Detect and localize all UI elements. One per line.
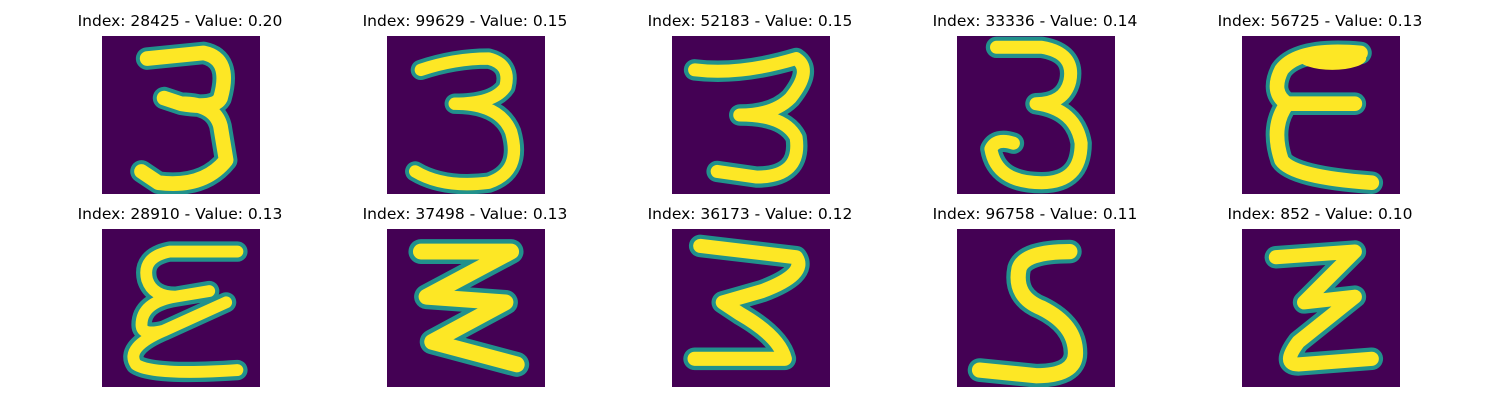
digit-image xyxy=(672,36,830,194)
panel-9: Index: 96758 - Value: 0.11 xyxy=(925,205,1145,390)
digit-image xyxy=(387,36,545,194)
digit-image xyxy=(957,229,1115,387)
panel-title: Index: 96758 - Value: 0.11 xyxy=(932,205,1138,223)
digit-image xyxy=(957,36,1115,194)
panel-10: Index: 852 - Value: 0.10 xyxy=(1210,205,1430,390)
panel-2: Index: 99629 - Value: 0.15 xyxy=(355,12,575,197)
panel-title: Index: 99629 - Value: 0.15 xyxy=(362,12,568,30)
panel-title: Index: 37498 - Value: 0.13 xyxy=(362,205,568,223)
panel-title: Index: 36173 - Value: 0.12 xyxy=(647,205,853,223)
digit-image xyxy=(102,36,260,194)
panel-title: Index: 28425 - Value: 0.20 xyxy=(77,12,283,30)
panel-8: Index: 36173 - Value: 0.12 xyxy=(640,205,860,390)
digit-image xyxy=(387,229,545,387)
panel-6: Index: 28910 - Value: 0.13 xyxy=(70,205,290,390)
panel-title: Index: 852 - Value: 0.10 xyxy=(1227,205,1413,223)
panel-3: Index: 52183 - Value: 0.15 xyxy=(640,12,860,197)
digit-image xyxy=(102,229,260,387)
panel-4: Index: 33336 - Value: 0.14 xyxy=(925,12,1145,197)
panel-5: Index: 56725 - Value: 0.13 xyxy=(1210,12,1430,197)
panel-7: Index: 37498 - Value: 0.13 xyxy=(355,205,575,390)
panel-title: Index: 28910 - Value: 0.13 xyxy=(77,205,283,223)
panel-title: Index: 52183 - Value: 0.15 xyxy=(647,12,853,30)
panel-title: Index: 56725 - Value: 0.13 xyxy=(1217,12,1423,30)
digit-image xyxy=(1242,229,1400,387)
panel-title: Index: 33336 - Value: 0.14 xyxy=(932,12,1138,30)
digit-image xyxy=(672,229,830,387)
digit-image xyxy=(1242,36,1400,194)
panel-1: Index: 28425 - Value: 0.20 xyxy=(70,12,290,197)
